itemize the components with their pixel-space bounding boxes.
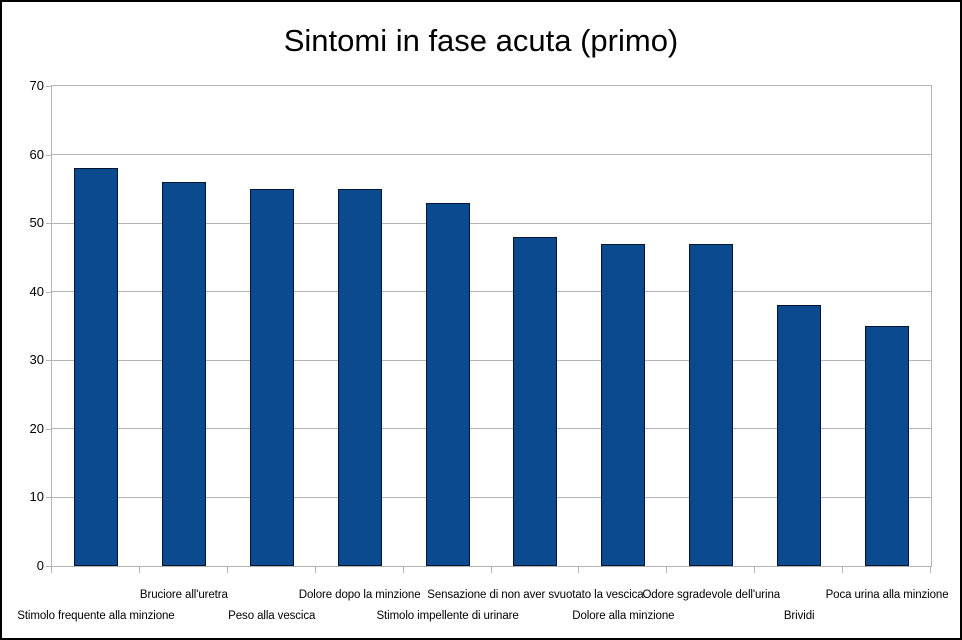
x-axis-category-label: Brividi (783, 610, 815, 622)
x-axis-category-label: Dolore dopo la minzione (298, 589, 421, 601)
x-axis-tick-mark (930, 567, 931, 573)
x-axis-tick-mark (754, 567, 756, 573)
bar-5 (425, 202, 470, 566)
bar-4 (337, 188, 382, 566)
y-axis-tick-label: 70 (29, 78, 44, 93)
chart-title: Sintomi in fase acuta (primo) (283, 23, 679, 58)
gridline-30 (52, 359, 931, 361)
gridline-10 (52, 496, 931, 498)
x-axis-category-label: Stimolo impellente di urinare (376, 610, 519, 622)
plot-area (51, 85, 932, 567)
gridline-50 (52, 222, 931, 224)
x-axis-category-label: Stimolo frequente alla minzione (17, 610, 175, 622)
x-axis-category-label: Dolore alla minzione (572, 610, 675, 622)
y-axis-tick-mark (46, 223, 52, 225)
x-axis-tick-mark (226, 567, 228, 573)
bar-3 (249, 188, 294, 566)
x-axis-category-label: Bruciore all'uretra (139, 589, 228, 601)
y-axis-tick-mark (46, 428, 52, 430)
y-axis-tick-mark (46, 291, 52, 293)
gridline-20 (52, 428, 931, 430)
y-axis-tick-mark (46, 86, 52, 87)
x-axis-tick-mark (314, 567, 316, 573)
gridline-40 (52, 291, 931, 293)
bar-1 (73, 168, 118, 566)
x-axis-tick-mark (138, 567, 140, 573)
y-axis-tick-label: 30 (29, 352, 44, 368)
x-axis-tick-mark (490, 567, 492, 573)
y-axis-tick-mark (46, 360, 52, 362)
gridline-60 (52, 154, 931, 156)
y-axis-tick-label: 20 (29, 420, 44, 436)
x-axis-tick-mark (51, 567, 52, 573)
y-axis-tick-label: 60 (29, 146, 44, 162)
y-axis-tick-label: 50 (29, 215, 44, 231)
bar-9 (777, 305, 822, 566)
y-axis-tick-mark (46, 566, 52, 567)
x-axis-tick-mark (578, 567, 580, 573)
x-axis-tick-mark (666, 567, 668, 573)
y-axis-tick-label: 0 (36, 558, 44, 573)
x-axis-category-label: Poca urina alla minzione (825, 589, 949, 601)
x-axis-category-label: Sensazione di non aver svuotato la vesci… (427, 589, 644, 601)
y-axis-tick-label: 10 (29, 489, 44, 505)
y-axis-tick-mark (46, 154, 52, 156)
bar-8 (689, 243, 734, 566)
bar-10 (865, 326, 910, 566)
bar-6 (513, 236, 558, 566)
x-axis-tick-mark (842, 567, 844, 573)
x-axis-category-label: Odore sgradevole dell'urina (642, 589, 781, 601)
y-axis-tick-mark (46, 497, 52, 499)
x-axis-category-label: Peso alla vescica (228, 610, 316, 622)
bar-7 (601, 243, 646, 566)
y-axis-tick-label: 40 (29, 283, 44, 299)
x-axis-tick-mark (402, 567, 404, 573)
bar-2 (161, 182, 206, 566)
